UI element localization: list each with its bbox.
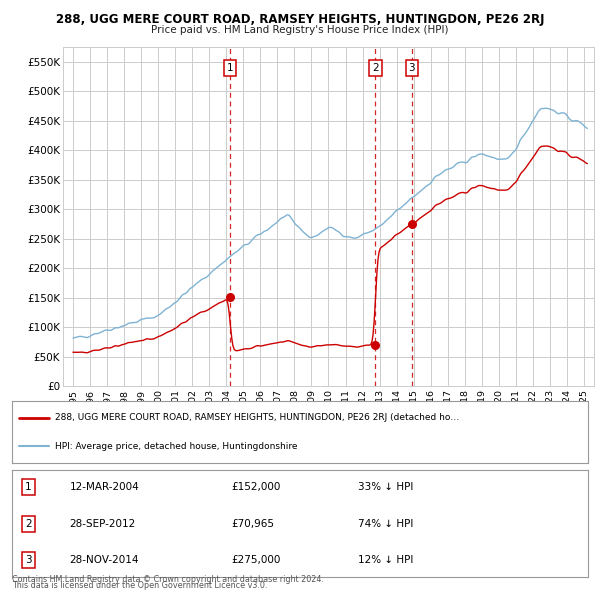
Text: Contains HM Land Registry data © Crown copyright and database right 2024.: Contains HM Land Registry data © Crown c… bbox=[12, 575, 324, 584]
Text: £275,000: £275,000 bbox=[231, 555, 280, 565]
Text: This data is licensed under the Open Government Licence v3.0.: This data is licensed under the Open Gov… bbox=[12, 581, 268, 590]
Text: 288, UGG MERE COURT ROAD, RAMSEY HEIGHTS, HUNTINGDON, PE26 2RJ (detached ho…: 288, UGG MERE COURT ROAD, RAMSEY HEIGHTS… bbox=[55, 414, 460, 422]
Text: 2: 2 bbox=[372, 63, 379, 73]
Text: £152,000: £152,000 bbox=[231, 483, 280, 492]
Text: 33% ↓ HPI: 33% ↓ HPI bbox=[358, 483, 413, 492]
Text: £70,965: £70,965 bbox=[231, 519, 274, 529]
Text: 12% ↓ HPI: 12% ↓ HPI bbox=[358, 555, 413, 565]
Text: 3: 3 bbox=[409, 63, 415, 73]
Text: 1: 1 bbox=[25, 483, 31, 492]
Text: HPI: Average price, detached house, Huntingdonshire: HPI: Average price, detached house, Hunt… bbox=[55, 442, 298, 451]
Text: 28-NOV-2014: 28-NOV-2014 bbox=[70, 555, 139, 565]
Text: Price paid vs. HM Land Registry's House Price Index (HPI): Price paid vs. HM Land Registry's House … bbox=[151, 25, 449, 35]
Text: 288, UGG MERE COURT ROAD, RAMSEY HEIGHTS, HUNTINGDON, PE26 2RJ: 288, UGG MERE COURT ROAD, RAMSEY HEIGHTS… bbox=[56, 13, 544, 26]
Text: 74% ↓ HPI: 74% ↓ HPI bbox=[358, 519, 413, 529]
Text: 28-SEP-2012: 28-SEP-2012 bbox=[70, 519, 136, 529]
Text: 1: 1 bbox=[226, 63, 233, 73]
Text: 3: 3 bbox=[25, 555, 31, 565]
Text: 12-MAR-2004: 12-MAR-2004 bbox=[70, 483, 139, 492]
Text: 2: 2 bbox=[25, 519, 31, 529]
